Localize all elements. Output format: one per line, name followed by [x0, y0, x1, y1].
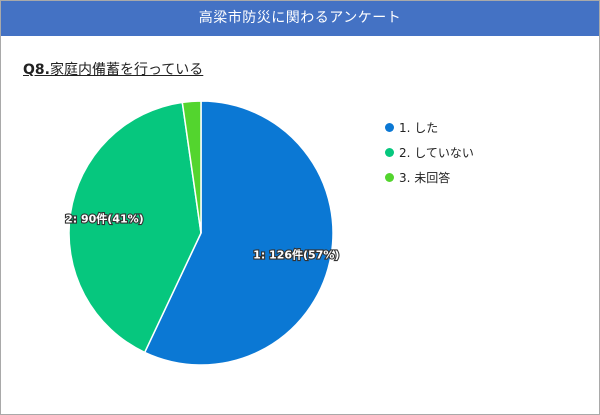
- pie-slice-1: [143, 100, 334, 366]
- legend-item-1: 1. した: [385, 115, 474, 140]
- legend-label-3: 3. 未回答: [399, 171, 451, 185]
- question-number: Q8.: [23, 62, 50, 78]
- legend-label-1: 1. した: [399, 121, 439, 135]
- legend-marker-3: [385, 173, 394, 182]
- question-text: 家庭内備蓄を行っている: [49, 62, 204, 78]
- pie-slice-2: [68, 101, 202, 354]
- legend-marker-1: [385, 123, 394, 132]
- slice-label-2: 2: 90件(41%): [65, 212, 144, 226]
- legend-item-2: 2. していない: [385, 140, 474, 165]
- legend-item-3: 3. 未回答: [385, 165, 474, 190]
- question-heading: Q8.家庭内備蓄を行っている: [23, 59, 203, 79]
- pie-slice-3: [181, 100, 202, 234]
- legend-label-2: 2. していない: [399, 146, 474, 160]
- slice-label-1: 1: 126件(57%): [253, 247, 339, 261]
- survey-title: 高梁市防災に関わるアンケート: [1, 1, 599, 36]
- chart-legend: 1. した 2. していない 3. 未回答: [385, 115, 474, 190]
- legend-marker-2: [385, 148, 394, 157]
